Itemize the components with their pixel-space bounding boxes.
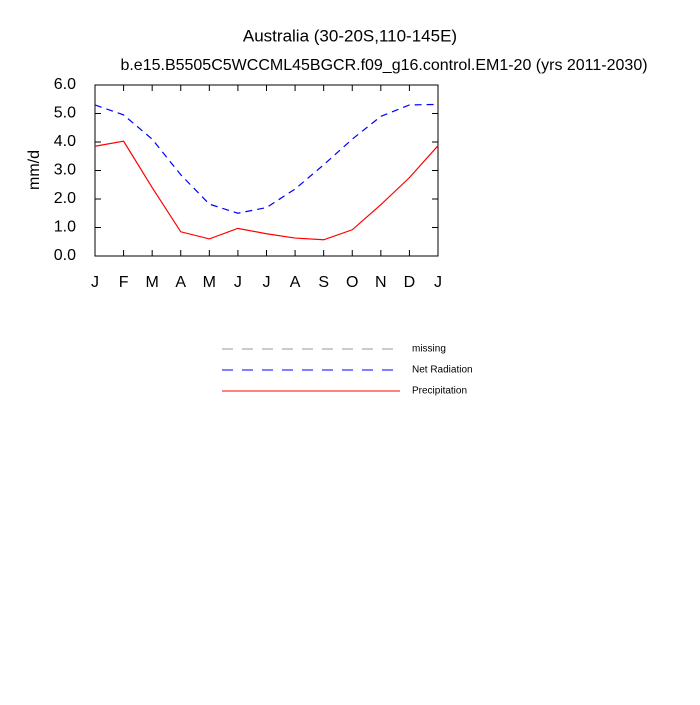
- x-tick-label: F: [119, 274, 129, 291]
- y-tick-label: 4.0: [54, 133, 76, 150]
- y-tick-label: 1.0: [54, 219, 76, 236]
- x-tick-label: J: [234, 274, 242, 291]
- x-tick-label: A: [290, 274, 301, 291]
- x-tick-label: D: [404, 274, 416, 291]
- y-axis-label: mm/d: [26, 150, 43, 190]
- y-tick-label: 3.0: [54, 162, 76, 179]
- x-tick-label: J: [263, 274, 271, 291]
- legend-label: missing: [412, 344, 446, 355]
- x-tick-label: J: [91, 274, 99, 291]
- x-tick-label: O: [346, 274, 358, 291]
- chart-subtitle: b.e15.B5505C5WCCML45BGCR.f09_g16.control…: [120, 57, 647, 74]
- x-tick-label: J: [434, 274, 442, 291]
- legend-label: Net Radiation: [412, 365, 473, 376]
- data-line: [94, 140, 439, 241]
- legend-label: Precipitation: [412, 386, 467, 397]
- data-line: [94, 103, 439, 214]
- y-tick-label: 5.0: [54, 105, 76, 122]
- y-tick-label: 0.0: [54, 247, 76, 264]
- x-tick-label: M: [203, 274, 216, 291]
- chart-title: Australia (30-20S,110-145E): [243, 26, 457, 45]
- x-tick-label: S: [318, 274, 329, 291]
- y-tick-label: 6.0: [54, 76, 76, 93]
- x-tick-label: A: [175, 274, 186, 291]
- x-tick-label: M: [146, 274, 159, 291]
- y-tick-label: 2.0: [54, 190, 76, 207]
- plot-frame: [94, 84, 439, 257]
- x-tick-label: N: [375, 274, 387, 291]
